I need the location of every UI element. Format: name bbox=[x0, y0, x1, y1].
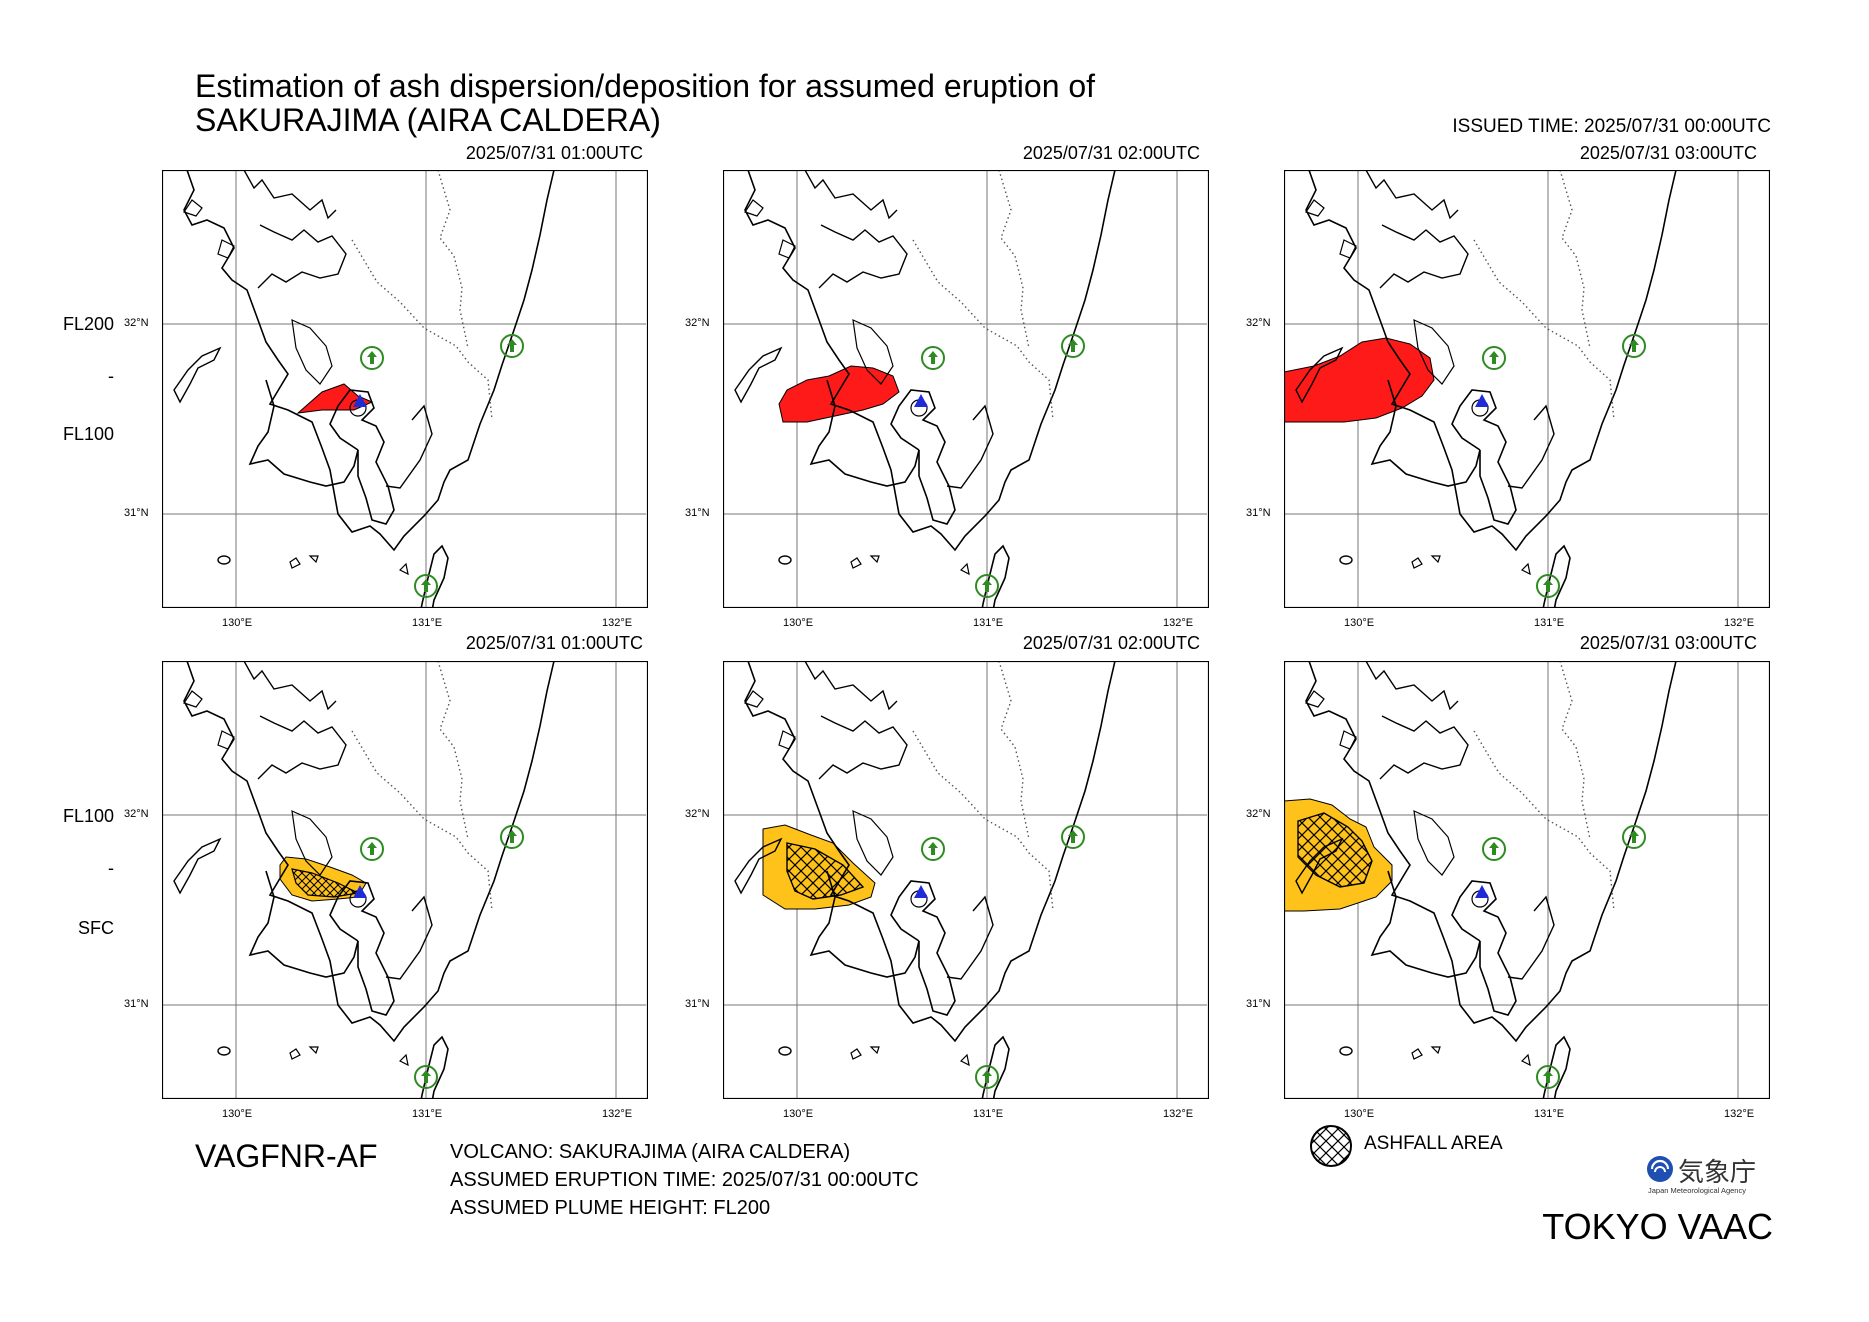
tick-lon-131: 131°E bbox=[973, 1108, 1004, 1120]
tick-lon-132: 132°E bbox=[1724, 1108, 1755, 1120]
tick-lat-31: 31°N bbox=[1246, 507, 1271, 519]
row2-level-mid: - bbox=[108, 858, 114, 878]
ash-cloud-upper bbox=[1284, 337, 1435, 423]
product-code: VAGFNR-AF bbox=[195, 1138, 378, 1174]
tick-lon-130: 130°E bbox=[783, 1108, 814, 1120]
ash-cloud-upper bbox=[296, 383, 374, 414]
tick-lat-32: 32°N bbox=[685, 317, 710, 329]
tick-lat-32: 32°N bbox=[1246, 808, 1271, 820]
map-panel-1 bbox=[162, 170, 648, 608]
panel-3-time: 2025/07/31 03:00UTC bbox=[1579, 143, 1757, 163]
ashfall-legend-icon bbox=[1310, 1125, 1352, 1167]
panel-4-time: 2025/07/31 01:00UTC bbox=[465, 633, 643, 653]
tick-lon-130: 130°E bbox=[783, 617, 814, 629]
map-panel-5 bbox=[723, 661, 1209, 1099]
ash-cloud-upper bbox=[778, 365, 900, 423]
tick-lon-131: 131°E bbox=[973, 617, 1004, 629]
panel-5-time: 2025/07/31 02:00UTC bbox=[1022, 633, 1200, 653]
ashfall-legend-label: ASHFALL AREA bbox=[1364, 1133, 1503, 1154]
tick-lat-31: 31°N bbox=[1246, 998, 1271, 1010]
row2-level-bottom: SFC bbox=[78, 918, 114, 938]
info-eruption-time: ASSUMED ERUPTION TIME: 2025/07/31 00:00U… bbox=[450, 1169, 919, 1191]
tick-lon-130: 130°E bbox=[222, 617, 253, 629]
tick-lon-130: 130°E bbox=[1344, 617, 1375, 629]
map-panel-4 bbox=[162, 661, 648, 1099]
tick-lon-131: 131°E bbox=[1534, 1108, 1565, 1120]
agency-name-en: Japan Meteorological Agency bbox=[1648, 1186, 1746, 1195]
row1-level-bottom: FL100 bbox=[63, 424, 115, 444]
tick-lat-31: 31°N bbox=[685, 998, 710, 1010]
tick-lon-132: 132°E bbox=[1163, 617, 1194, 629]
tick-lat-32: 32°N bbox=[124, 317, 149, 329]
map-panel-6 bbox=[1284, 661, 1770, 1099]
tick-lat-31: 31°N bbox=[124, 998, 149, 1010]
row1-level-mid: - bbox=[108, 366, 114, 386]
tick-lon-132: 132°E bbox=[1724, 617, 1755, 629]
panel-6-time: 2025/07/31 03:00UTC bbox=[1579, 633, 1757, 653]
ashfall-area bbox=[786, 842, 865, 900]
agency-name-jp: 気象庁 bbox=[1678, 1158, 1757, 1188]
tick-lat-32: 32°N bbox=[685, 808, 710, 820]
jma-logo-icon bbox=[1647, 1156, 1673, 1182]
tick-lon-131: 131°E bbox=[412, 617, 443, 629]
panel-2-time: 2025/07/31 02:00UTC bbox=[1022, 143, 1200, 163]
tick-lon-130: 130°E bbox=[222, 1108, 253, 1120]
issued-time: ISSUED TIME: 2025/07/31 00:00UTC bbox=[1452, 116, 1771, 137]
row2-level-top: FL100 bbox=[63, 806, 115, 826]
tick-lat-31: 31°N bbox=[124, 507, 149, 519]
row1-level-top: FL200 bbox=[63, 314, 115, 334]
tick-lat-32: 32°N bbox=[124, 808, 149, 820]
map-panel-2 bbox=[723, 170, 1209, 608]
info-plume-height: ASSUMED PLUME HEIGHT: FL200 bbox=[450, 1197, 771, 1219]
tick-lon-132: 132°E bbox=[1163, 1108, 1194, 1120]
map-panel-3 bbox=[1284, 170, 1770, 608]
ashfall-area bbox=[291, 868, 360, 898]
tick-lat-31: 31°N bbox=[685, 507, 710, 519]
info-volcano: VOLCANO: SAKURAJIMA (AIRA CALDERA) bbox=[450, 1141, 851, 1163]
tick-lon-130: 130°E bbox=[1344, 1108, 1375, 1120]
tick-lat-32: 32°N bbox=[1246, 317, 1271, 329]
tick-lon-132: 132°E bbox=[602, 1108, 633, 1120]
page-title: Estimation of ash dispersion/deposition … bbox=[195, 68, 1096, 104]
volcano-title: SAKURAJIMA (AIRA CALDERA) bbox=[195, 102, 661, 138]
tick-lon-131: 131°E bbox=[1534, 617, 1565, 629]
panel-1-time: 2025/07/31 01:00UTC bbox=[465, 143, 643, 163]
vaac-name: TOKYO VAAC bbox=[1542, 1206, 1773, 1247]
tick-lon-132: 132°E bbox=[602, 617, 633, 629]
tick-lon-131: 131°E bbox=[412, 1108, 443, 1120]
